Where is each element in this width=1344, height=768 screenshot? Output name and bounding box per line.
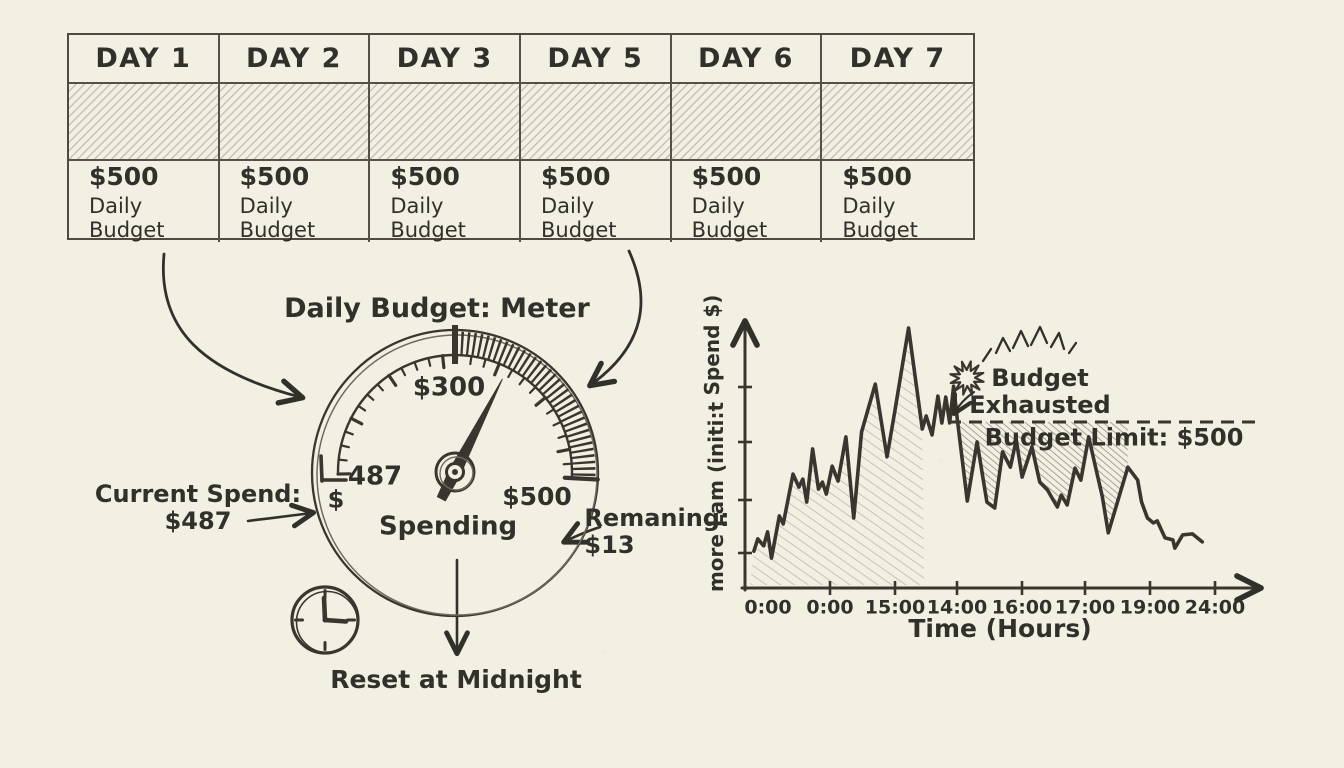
day-header: DAY 6 xyxy=(671,35,823,84)
remaining-note-line2: $13 xyxy=(584,531,635,559)
budget-amount-label: Daily Budget xyxy=(89,193,165,242)
gauge-currency-symbol: $ xyxy=(327,485,345,514)
burst-icon xyxy=(949,360,985,396)
day-header: DAY 1 xyxy=(69,35,220,84)
budget-cell: $500 Daily Budget xyxy=(672,161,823,242)
current-spend-note-line2: $487 xyxy=(164,507,232,535)
budget-exhausted-line1: Budget xyxy=(991,364,1089,393)
budget-gauge xyxy=(310,325,600,618)
day-header: DAY 3 xyxy=(370,35,521,84)
x-tick-label: 0:00 xyxy=(744,596,792,619)
budget-amount: $500 xyxy=(691,161,762,191)
remaining-note: Remaning: $13 xyxy=(584,505,729,559)
current-spend-note-line1: Current Spend: xyxy=(94,480,302,509)
day-header: DAY 5 xyxy=(521,35,672,84)
curved-arrow-right xyxy=(587,249,643,389)
hatched-row-cell xyxy=(69,84,220,161)
budget-amount: $500 xyxy=(842,161,912,191)
budget-amount: $500 xyxy=(89,161,159,191)
gauge-center-label: Spending xyxy=(378,511,518,542)
x-tick-label: 19:00 xyxy=(1119,596,1181,619)
day-header: DAY 2 xyxy=(219,35,371,84)
current-spend-arrow xyxy=(246,502,317,529)
budget-amount-label: Daily Budget xyxy=(691,193,768,242)
hatched-row-cell xyxy=(521,84,672,161)
spend-line xyxy=(752,326,1205,560)
budget-amount-label: Daily Budget xyxy=(842,193,918,242)
budget-exhausted-line2: Exhausted xyxy=(969,391,1111,419)
budget-cell: $500 Daily Budget xyxy=(69,161,220,242)
rays-icon xyxy=(981,325,1078,363)
x-tick-label: 0:00 xyxy=(806,596,854,619)
budget-cell: $500 Daily Budget xyxy=(370,161,521,242)
curved-arrow-left xyxy=(161,252,306,406)
budget-amount-label: Daily Budget xyxy=(541,193,617,242)
hatched-row-cell xyxy=(671,84,823,161)
budget-amount-label: Daily Budget xyxy=(239,193,316,242)
hatched-row-cell xyxy=(219,84,371,161)
budget-amount: $500 xyxy=(541,161,611,191)
hatched-row-cell xyxy=(822,84,973,161)
budget-amount-label: Daily Budget xyxy=(390,193,466,242)
current-spend-note: Current Spend: $487 xyxy=(95,481,301,535)
budget-limit-label: Budget Limit: $500 xyxy=(984,423,1244,452)
weekly-budget-table: DAY 1 DAY 2 DAY 3 DAY 5 DAY 6 DAY 7 $500… xyxy=(67,33,975,242)
gauge-max-label: $500 xyxy=(502,482,572,511)
remaining-note-line1: Remaning: xyxy=(584,504,730,533)
hatched-row-cell xyxy=(370,84,521,161)
y-axis-label-bottom: more Lam (initi:t xyxy=(703,401,728,593)
spend-chart xyxy=(730,318,1264,603)
x-tick-label: 17:00 xyxy=(1054,596,1116,619)
x-tick-label: 16:00 xyxy=(991,596,1053,619)
gauge-scale-label: $300 xyxy=(412,372,486,403)
x-tick-label: 15:00 xyxy=(864,596,926,619)
budget-cell: $500 Daily Budget xyxy=(220,161,371,242)
budget-amount: $500 xyxy=(390,161,460,191)
day-header: DAY 7 xyxy=(822,35,973,84)
budget-cell: $500 Daily Budget xyxy=(521,161,672,242)
remaining-arrow xyxy=(561,521,602,545)
budget-cell: $500 Daily Budget xyxy=(822,161,973,242)
clock-icon xyxy=(290,585,360,655)
meter-title: Daily Budget: Meter xyxy=(284,292,590,324)
x-tick-label: 24:00 xyxy=(1184,596,1246,619)
budget-amount: $500 xyxy=(239,161,310,191)
x-axis-title: Time (Hours) xyxy=(908,614,1092,643)
reset-note: Reset at Midnight xyxy=(330,665,582,694)
gauge-current-value: 487 xyxy=(347,461,403,492)
x-tick-label: 14:00 xyxy=(926,596,988,619)
y-axis-label-top: Spend $) xyxy=(699,294,724,396)
budget-exhausted-note: Budget Exhausted xyxy=(969,365,1110,419)
exhausted-pointer-arrow xyxy=(951,390,976,416)
